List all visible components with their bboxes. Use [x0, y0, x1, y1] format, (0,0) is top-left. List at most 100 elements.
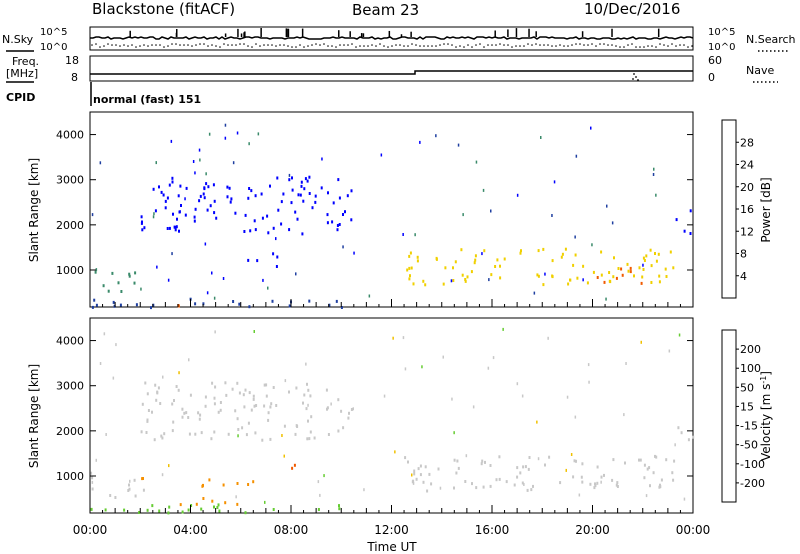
data-cell — [616, 481, 619, 485]
data-cell — [326, 406, 329, 410]
scatter-cell — [540, 136, 542, 139]
colorbar-tick-label: -50 — [740, 439, 758, 452]
scatter-cell — [566, 395, 569, 399]
noise-search-point — [227, 44, 229, 46]
data-cell — [302, 401, 304, 405]
noise-search-point — [591, 43, 593, 45]
data-cell — [338, 196, 341, 200]
data-cell — [527, 467, 530, 471]
data-cell — [474, 254, 477, 258]
data-cell — [404, 456, 407, 460]
data-cell — [288, 304, 291, 308]
noise-search-point — [195, 44, 197, 46]
scatter-cell — [655, 193, 657, 197]
data-cell — [627, 269, 630, 273]
data-cell — [270, 402, 273, 406]
scatter-cell — [404, 367, 407, 371]
data-cell — [250, 189, 253, 193]
noise-search-point — [535, 43, 537, 45]
data-cell — [267, 418, 270, 422]
data-cell — [524, 465, 527, 469]
noise-search-point — [203, 43, 205, 45]
noise-search-point — [159, 44, 161, 46]
data-cell — [503, 257, 506, 261]
power-x-ticks — [89, 299, 694, 307]
data-cell — [650, 264, 653, 268]
data-cell — [413, 472, 416, 476]
data-cell — [470, 270, 473, 274]
data-cell — [156, 390, 159, 394]
noise-search-point — [211, 44, 213, 46]
noise-search-point — [491, 44, 493, 46]
scatter-cell — [411, 480, 414, 484]
noise-search-point — [275, 45, 277, 47]
scatter-cell — [184, 197, 186, 201]
data-cell — [412, 282, 415, 286]
noise-search-point — [375, 45, 377, 47]
noise-search-point — [583, 44, 585, 46]
data-cell — [580, 475, 583, 479]
colorbar-tick-label: -200 — [740, 477, 765, 490]
data-cell — [197, 411, 200, 415]
time-tick-label: 20:00 — [575, 523, 610, 537]
noise-search-point — [579, 43, 581, 45]
data-cell — [428, 472, 431, 476]
data-cell — [111, 271, 114, 275]
data-cell — [269, 437, 272, 441]
data-cell — [236, 417, 239, 421]
data-cell — [642, 256, 645, 260]
noise-search-point — [635, 46, 637, 48]
scatter-cell — [248, 142, 250, 146]
noise-search-point — [663, 44, 665, 46]
noise-search-point — [483, 46, 485, 48]
scatter-cell — [281, 434, 283, 437]
data-cell — [613, 256, 615, 260]
power-y-axis: 1000 2000 3000 4000 — [56, 129, 693, 277]
scatter-cell — [152, 215, 155, 219]
noise-search-point — [419, 45, 421, 47]
data-cell — [219, 401, 222, 404]
data-cell — [95, 303, 98, 307]
noise-search-point — [187, 44, 189, 46]
data-cell — [226, 195, 229, 199]
scatter-cell — [262, 278, 264, 282]
noise-search-point — [379, 43, 381, 45]
data-cell — [193, 215, 196, 219]
noise-search-point — [327, 45, 329, 47]
data-cell — [551, 274, 554, 278]
data-cell — [256, 259, 259, 263]
scatter-cell — [283, 454, 285, 458]
data-cell — [677, 426, 680, 430]
scatter-cell — [411, 473, 413, 477]
data-cell — [572, 475, 575, 479]
data-cell — [212, 183, 215, 187]
noise-search-point — [207, 45, 209, 47]
data-cell — [151, 410, 153, 414]
data-cell — [530, 488, 533, 492]
noise-search-point — [423, 45, 425, 47]
scatter-cell — [591, 243, 593, 247]
data-cell — [296, 217, 299, 221]
data-cell — [253, 219, 256, 223]
data-cell — [266, 214, 269, 218]
data-cell — [426, 489, 429, 493]
scatter-cell — [153, 212, 155, 216]
scatter-cell — [588, 380, 590, 384]
data-cell — [407, 460, 409, 464]
data-cell — [213, 199, 216, 203]
noise-search-point — [683, 44, 685, 46]
noise-search-point — [511, 46, 513, 48]
data-cell — [410, 266, 413, 270]
scatter-cell — [582, 278, 584, 282]
data-cell — [232, 300, 235, 303]
data-cell — [243, 405, 246, 409]
time-axis-tick-labels: 00:00 04:00 08:00 12:00 16:00 20:00 00:00 — [73, 523, 711, 537]
velocity-x-ticks — [89, 505, 694, 513]
data-cell — [660, 478, 663, 482]
data-cell — [306, 179, 309, 183]
noise-search-point — [163, 46, 165, 48]
noise-search-point — [267, 44, 269, 46]
noise-search-point — [215, 45, 217, 47]
data-cell — [544, 463, 546, 467]
data-cell — [90, 507, 93, 511]
